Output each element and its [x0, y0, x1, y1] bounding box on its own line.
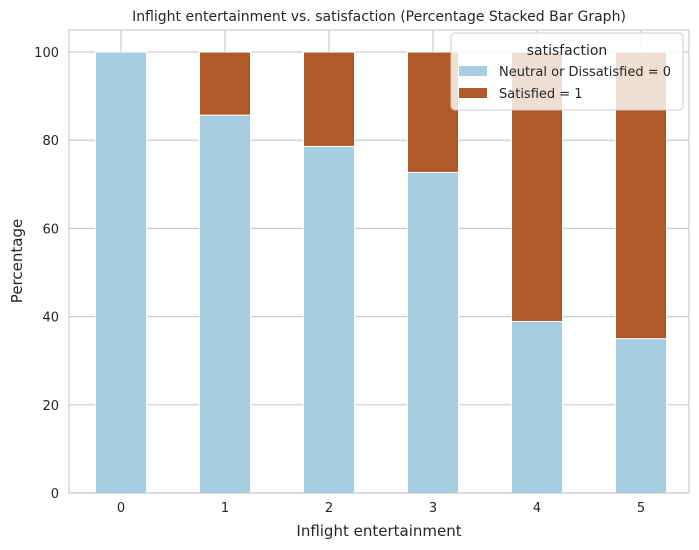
bar-neutral-3: [407, 171, 459, 494]
y-tick-label: 80: [42, 134, 59, 149]
legend: satisfaction Neutral or Dissatisfied = 0…: [450, 32, 684, 111]
x-tick-labels: 0 1 2 3 4 5: [117, 501, 645, 516]
y-tick-label: 100: [34, 46, 59, 61]
legend-title: satisfaction: [527, 43, 608, 59]
legend-label-satisfied: Satisfied = 1: [499, 87, 583, 102]
legend-box: [450, 32, 684, 111]
y-tick-label: 40: [42, 311, 59, 326]
bar-neutral-4: [511, 320, 563, 494]
x-tick-label: 3: [429, 501, 437, 516]
plot-frame: [68, 29, 690, 494]
bar-neutral-1: [199, 114, 251, 494]
x-tick-label: 4: [533, 501, 541, 516]
y-tick-label: 0: [51, 487, 59, 502]
x-axis-label: Inflight entertainment: [296, 522, 461, 540]
bar-neutral-2: [303, 145, 355, 494]
bar-satisfied-3: [407, 51, 459, 173]
bar-neutral-5: [615, 338, 667, 494]
x-tick-label: 1: [221, 501, 229, 516]
chart-title: Inflight entertainment vs. satisfaction …: [132, 9, 626, 25]
x-tick-label: 2: [325, 501, 333, 516]
y-tick-label: 20: [42, 399, 59, 414]
legend-swatch-neutral: [459, 66, 487, 76]
bar-satisfied-2: [303, 51, 355, 147]
y-tick-labels: 0 20 40 60 80 100: [34, 46, 59, 502]
legend-label-neutral: Neutral or Dissatisfied = 0: [499, 65, 671, 80]
bars: [95, 51, 667, 494]
legend-swatch-satisfied: [459, 88, 487, 98]
y-tick-label: 60: [42, 222, 59, 237]
y-axis-label: Percentage: [8, 219, 26, 303]
x-tick-label: 0: [117, 501, 125, 516]
x-tick-label: 5: [637, 501, 645, 516]
bar-neutral-0: [95, 51, 147, 494]
bar-satisfied-1: [199, 51, 251, 116]
